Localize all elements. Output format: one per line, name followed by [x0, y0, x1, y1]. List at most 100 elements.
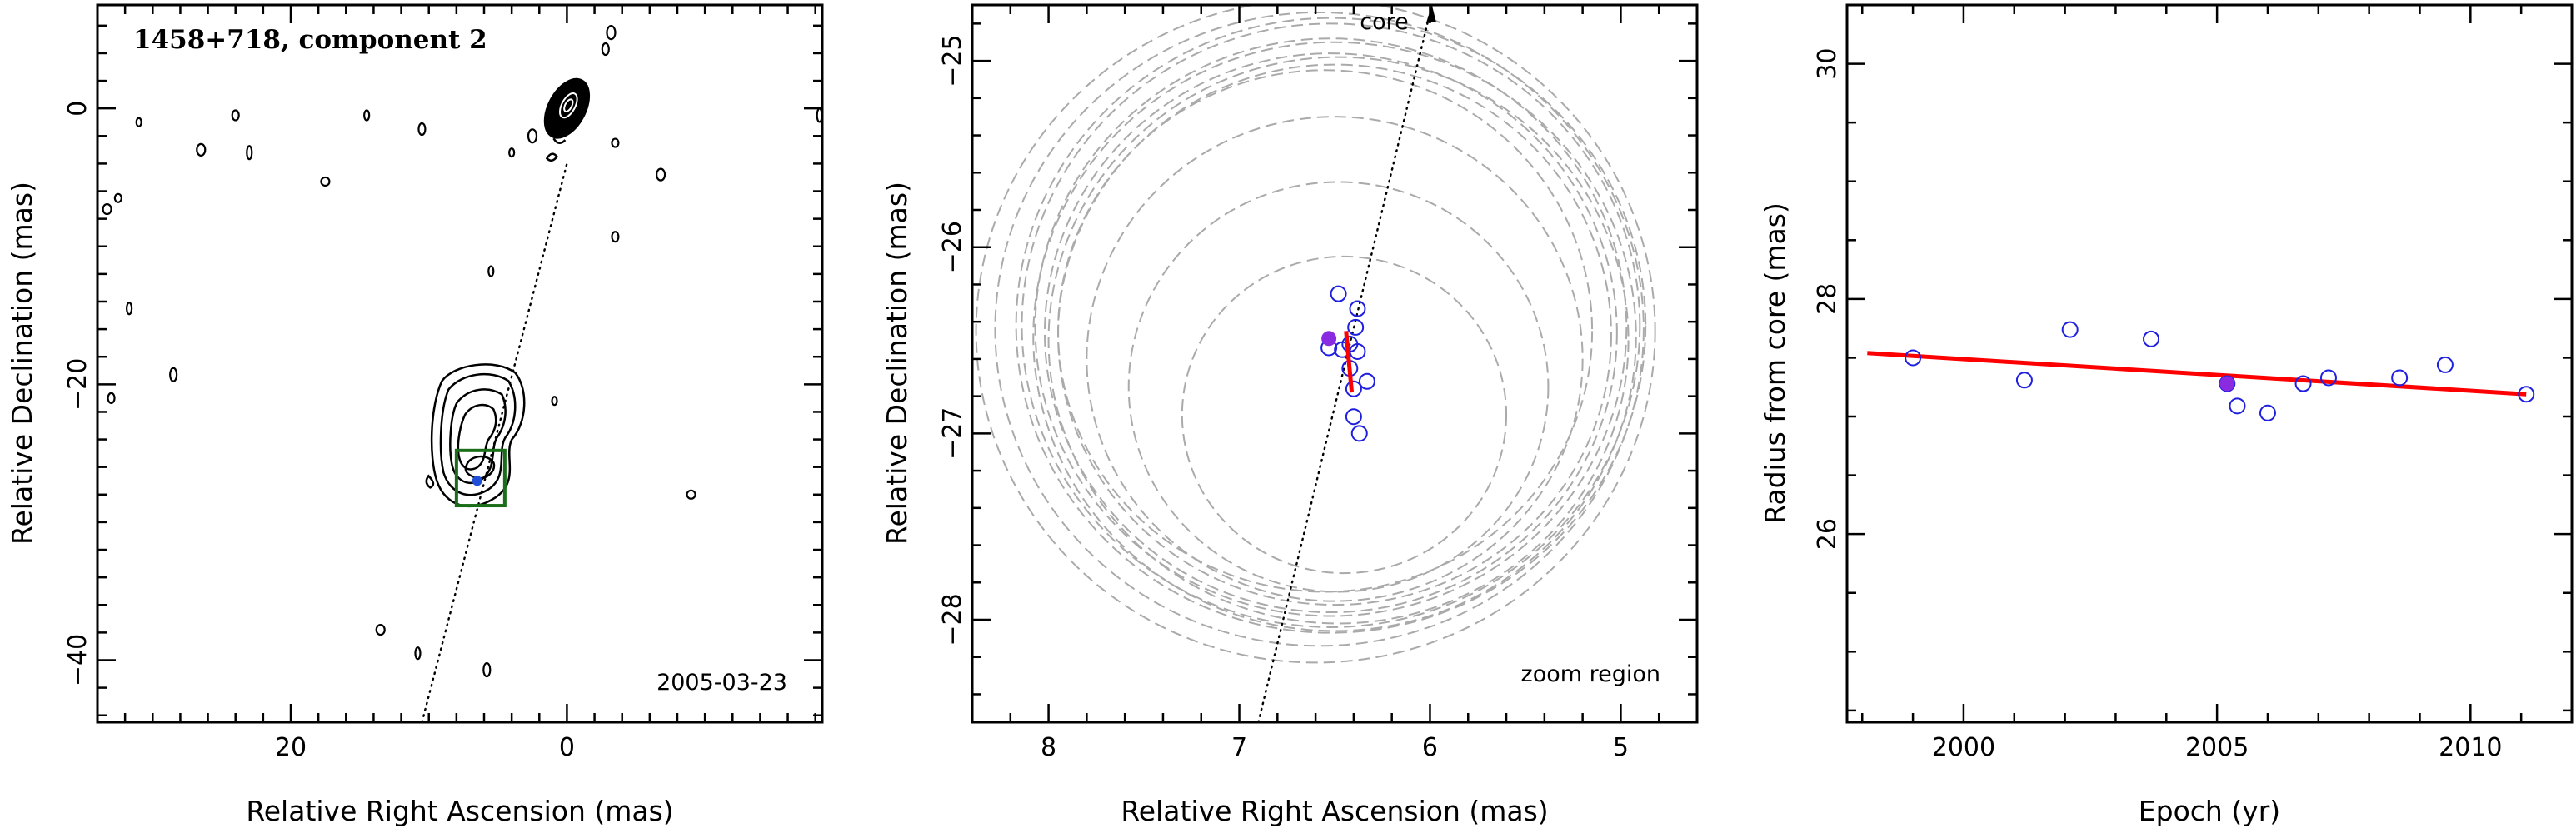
axis-ticks: 20 0 0 −20 −40 [63, 5, 822, 762]
noise-contour [482, 661, 492, 678]
noise-contour [527, 128, 538, 144]
radius-point [2229, 397, 2246, 415]
y-tick-label: 28 [1813, 283, 1842, 315]
noise-contour [107, 392, 116, 404]
core-contours [543, 77, 591, 162]
noise-contour [417, 122, 427, 137]
noise-contour [656, 167, 666, 182]
highlighted-epoch-point [2219, 376, 2235, 392]
axes-frame [1845, 3, 2574, 724]
core-contour-inner [563, 98, 574, 112]
noise-contour [113, 192, 122, 203]
noise-contour [375, 623, 386, 636]
y-tick-label: 26 [1813, 518, 1842, 550]
noise-contour [611, 231, 620, 243]
axes-frame [96, 3, 824, 724]
component-contour [425, 474, 435, 489]
uncertainty-circle [1047, 56, 1630, 625]
y-tick-label: 30 [1813, 47, 1842, 79]
position-point [1330, 285, 1347, 302]
noise-contour [102, 202, 112, 216]
linear-fit-line [1867, 351, 2527, 397]
component-contour [439, 372, 517, 496]
component-contours [425, 363, 526, 507]
x-axis-label: Relative Right Ascension (mas) [1121, 795, 1548, 827]
noise-contours [102, 25, 822, 678]
y-axis-label: Radius from core (mas) [1759, 202, 1791, 524]
uncertainty-circles [975, 5, 1656, 664]
panel-zoom-region: core zoom region 8 7 6 5 −25 −26 −27 −28 Relati… [881, 3, 1699, 827]
uncertainty-circle [1034, 37, 1628, 617]
x-tick-label: 2000 [1932, 733, 1995, 762]
component-position-marker [472, 476, 482, 486]
radius-point [2319, 369, 2337, 387]
chart-title: 1458+718, component 2 [133, 25, 487, 55]
position-point [1350, 425, 1368, 442]
uncertainty-circle [975, 5, 1656, 664]
radius-point [2259, 404, 2276, 421]
axes-frame [971, 3, 1699, 724]
x-axis-label: Epoch (yr) [2139, 795, 2280, 827]
radius-point [2391, 369, 2409, 387]
noise-contour [606, 25, 617, 41]
noise-contour [601, 42, 610, 57]
panel-contour-map: 20 0 0 −20 −40 1458+718, component 2 2005-03… [6, 3, 824, 827]
uncertainty-circle [1015, 17, 1647, 634]
observation-date-label: 2005-03-23 [656, 670, 787, 696]
position-point [1345, 380, 1362, 397]
noise-contour [611, 137, 620, 148]
noise-contour [363, 109, 371, 122]
core-contour [543, 77, 591, 139]
radius-plot-area [1867, 321, 2535, 421]
noise-contour [126, 302, 133, 316]
core-contour [552, 137, 567, 144]
component-contour [430, 363, 526, 507]
uncertainty-circle [994, 11, 1645, 647]
uncertainty-circle [1181, 255, 1508, 575]
x-tick-label: 20 [275, 733, 307, 762]
noise-contour [135, 117, 142, 127]
radius-point [2436, 356, 2454, 373]
core-direction-arrow [1425, 5, 1436, 23]
radius-point [1905, 349, 1922, 367]
zoom-region-box [454, 448, 507, 508]
y-tick-label: −20 [63, 358, 92, 411]
noise-contour [414, 646, 422, 661]
y-tick-label: −40 [63, 634, 92, 686]
y-tick-label: −28 [938, 593, 967, 646]
noise-contour [196, 142, 207, 157]
position-point [1345, 408, 1362, 426]
noise-contour [231, 109, 240, 122]
x-tick-label: 0 [559, 733, 575, 762]
noise-contour [508, 147, 516, 158]
uncertainty-circle [1127, 181, 1550, 593]
x-tick-label: 2005 [2185, 733, 2249, 762]
uncertainty-circle [1044, 52, 1618, 614]
uncertainty-circle [1032, 41, 1637, 632]
x-axis-label: Relative Right Ascension (mas) [246, 795, 673, 827]
uncertainty-circle [1021, 22, 1641, 628]
noise-contour [320, 176, 331, 187]
contour-plot-area [102, 25, 822, 722]
core-contour-inner [558, 92, 578, 119]
zoom-plot-area [975, 5, 1656, 722]
uncertainty-circle [1057, 63, 1612, 606]
y-tick-label: −27 [938, 407, 967, 460]
radius-measurements [1905, 321, 2535, 421]
noise-contour [169, 367, 178, 382]
x-tick-label: 2010 [2439, 733, 2502, 762]
axis-ticks: 2000 2005 2010 26 28 30 [1813, 3, 2574, 762]
noise-contour [246, 145, 253, 161]
component-contour [464, 455, 496, 480]
radius-point [2294, 375, 2312, 392]
x-tick-label: 5 [1613, 733, 1629, 762]
x-tick-label: 7 [1231, 733, 1247, 762]
uncertainty-circle [1057, 69, 1594, 593]
radius-point [2518, 386, 2535, 403]
radius-point [2143, 330, 2160, 347]
y-axis-label: Relative Declination (mas) [881, 182, 913, 545]
y-tick-label: 0 [63, 101, 92, 117]
core-contour [545, 152, 558, 162]
highlighted-epoch-point [1321, 331, 1337, 347]
